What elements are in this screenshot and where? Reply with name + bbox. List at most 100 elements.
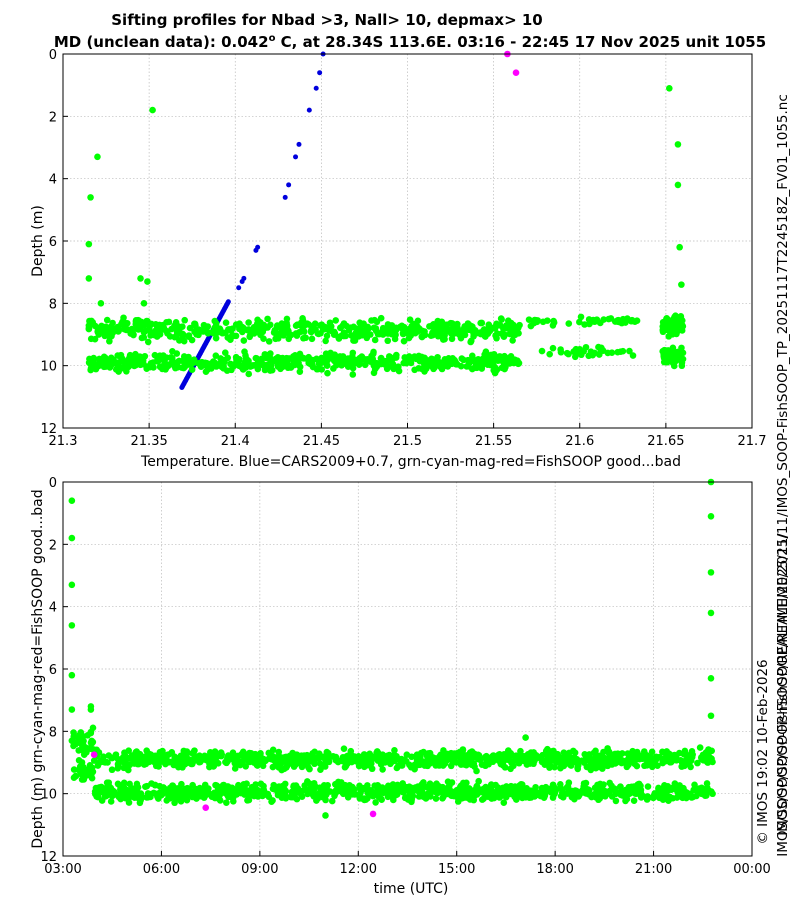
good-data-point — [172, 319, 180, 326]
good-data-point — [364, 782, 371, 789]
good-data-point — [160, 352, 167, 359]
good-data-point — [246, 332, 254, 339]
good-data-point — [674, 353, 681, 360]
good-data-point — [655, 785, 662, 793]
good-data-point — [500, 799, 508, 806]
good-data-point — [308, 335, 316, 343]
good-data-point — [260, 325, 268, 332]
good-data-point — [405, 334, 413, 342]
plot-frame — [62, 53, 753, 429]
good-data-point — [633, 762, 641, 770]
y-tick-label: 0 — [49, 48, 57, 63]
good-data-point — [161, 358, 168, 366]
x-tick-label: 21.7 — [738, 434, 767, 449]
good-data-point — [563, 349, 571, 357]
good-data-point — [248, 783, 256, 791]
good-data-point — [221, 349, 229, 356]
good-data-point — [260, 782, 267, 790]
good-data-point — [576, 318, 583, 326]
good-data-point — [504, 317, 512, 325]
good-data-point — [116, 792, 124, 799]
good-data-point — [76, 763, 84, 770]
good-data-point — [332, 755, 340, 763]
good-data-point — [643, 796, 651, 803]
good-data-point — [126, 780, 133, 788]
good-data-point — [127, 330, 134, 337]
good-data-point — [333, 357, 341, 365]
good-data-point — [432, 795, 440, 802]
good-data-point — [72, 772, 79, 780]
good-data-point — [707, 609, 715, 617]
good-data-point — [272, 758, 279, 765]
good-data-point — [659, 748, 666, 756]
good-data-point — [87, 729, 95, 737]
model-profile-point — [317, 70, 323, 76]
good-data-point — [510, 359, 518, 367]
good-data-point — [393, 351, 400, 359]
good-data-point — [379, 751, 386, 758]
good-data-point — [163, 319, 170, 326]
good-data-point — [672, 322, 679, 329]
good-data-point — [148, 320, 155, 328]
good-data-point — [106, 783, 113, 790]
good-data-point — [648, 763, 656, 771]
good-data-point — [507, 750, 515, 757]
good-data-point — [140, 300, 148, 307]
good-data-point — [589, 316, 597, 324]
good-data-point — [312, 783, 319, 791]
good-data-point — [549, 344, 557, 352]
good-data-point — [482, 333, 489, 340]
good-data-point — [411, 327, 419, 334]
good-data-point — [172, 760, 180, 768]
good-data-point — [549, 794, 557, 801]
good-data-point — [198, 755, 206, 762]
good-data-point — [383, 786, 391, 793]
good-data-point — [629, 352, 637, 359]
good-data-point — [70, 766, 78, 773]
good-data-point — [397, 787, 404, 795]
good-data-point — [135, 757, 143, 764]
good-data-point — [506, 330, 514, 338]
good-data-point — [647, 757, 655, 764]
good-data-point — [368, 765, 376, 773]
side-credit-label: © IMOS 19:02 10-Feb-2026 — [755, 659, 771, 844]
good-data-point — [318, 354, 325, 362]
side-directory-label: IMOS/SOOP/SOOP-FishSOOP/REALTIME/2025/11… — [775, 533, 791, 857]
y-tick-label: 6 — [49, 235, 57, 250]
good-data-point — [526, 794, 533, 801]
good-data-point — [87, 194, 94, 201]
good-data-point — [125, 747, 132, 754]
good-data-point — [315, 330, 323, 338]
good-data-point — [612, 797, 620, 805]
good-data-point — [240, 337, 248, 344]
good-data-point — [614, 316, 622, 324]
good-data-point — [106, 337, 113, 345]
good-data-point — [114, 765, 122, 772]
good-data-point — [666, 84, 673, 92]
good-data-point — [619, 792, 626, 799]
good-data-point — [395, 367, 403, 375]
good-data-point — [322, 786, 330, 794]
y-tick-label: 4 — [49, 601, 57, 616]
good-data-point — [335, 785, 343, 792]
good-data-point — [184, 784, 191, 792]
good-data-point — [105, 752, 113, 759]
good-data-point — [149, 106, 156, 114]
good-data-point — [676, 749, 683, 757]
good-data-point — [697, 754, 705, 761]
good-data-point — [355, 361, 363, 368]
good-data-point — [340, 320, 348, 327]
data-points — [68, 478, 716, 819]
good-data-point — [368, 317, 375, 324]
x-tick-label: 21.3 — [49, 434, 78, 449]
model-profile-point — [225, 299, 231, 305]
good-data-point — [550, 783, 558, 790]
good-data-point — [444, 778, 452, 785]
good-data-point — [189, 781, 196, 789]
good-data-point — [464, 356, 472, 364]
x-tick-label: 21.35 — [131, 434, 168, 449]
good-data-point — [591, 349, 598, 357]
good-data-point — [146, 791, 154, 799]
y-tick-label: 2 — [49, 110, 57, 125]
good-data-point — [512, 756, 519, 763]
